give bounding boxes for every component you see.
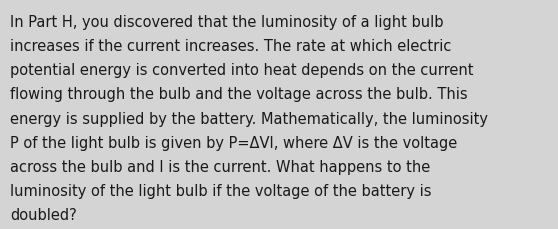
Text: across the bulb and I is the current. What happens to the: across the bulb and I is the current. Wh… (10, 159, 430, 174)
Text: P of the light bulb is given by P=ΔVI, where ΔV is the voltage: P of the light bulb is given by P=ΔVI, w… (10, 135, 458, 150)
Text: flowing through the bulb and the voltage across the bulb. This: flowing through the bulb and the voltage… (10, 87, 468, 102)
Text: increases if the current increases. The rate at which electric: increases if the current increases. The … (10, 39, 451, 54)
Text: doubled?: doubled? (10, 207, 77, 222)
Text: luminosity of the light bulb if the voltage of the battery is: luminosity of the light bulb if the volt… (10, 183, 431, 198)
Text: In Part H, you discovered that the luminosity of a light bulb: In Part H, you discovered that the lumin… (10, 15, 444, 30)
Text: energy is supplied by the battery. Mathematically, the luminosity: energy is supplied by the battery. Mathe… (10, 111, 488, 126)
Text: potential energy is converted into heat depends on the current: potential energy is converted into heat … (10, 63, 474, 78)
